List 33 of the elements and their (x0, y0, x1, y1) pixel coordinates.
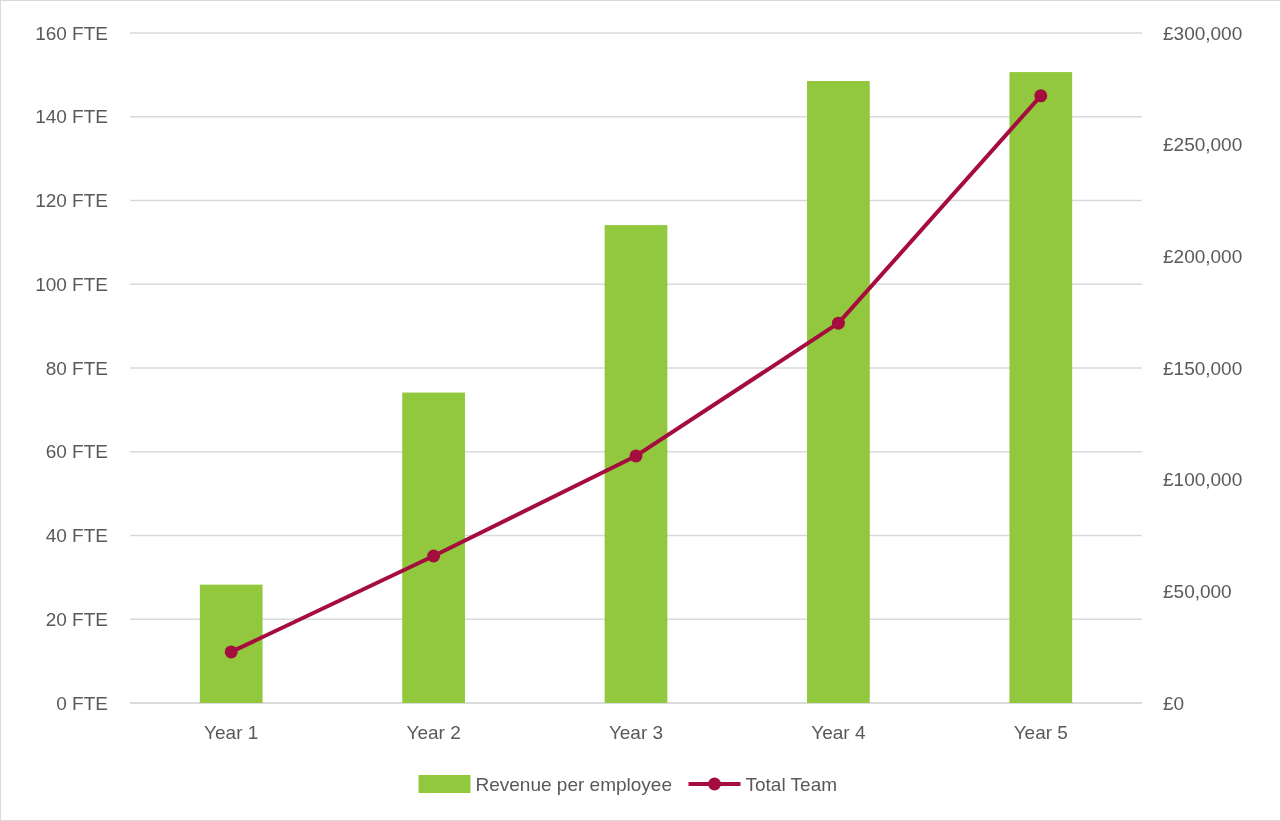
y2-tick-label: £200,000 (1163, 245, 1243, 267)
point (427, 549, 441, 563)
y-tick-label: 120 FTE (35, 190, 108, 212)
x-tick-label: Year 3 (608, 721, 664, 743)
y2-tick-label: £100,000 (1163, 469, 1243, 491)
y-tick-label: 0 FTE (56, 692, 108, 714)
y-tick-label: 160 FTE (35, 22, 108, 44)
y2-tick-label: £150,000 (1163, 357, 1243, 379)
bar (807, 81, 870, 703)
point (224, 645, 238, 659)
y2-tick-label: £250,000 (1163, 134, 1243, 156)
x-tick-label: Year 2 (406, 721, 461, 743)
y-tick-label: 60 FTE (45, 441, 108, 463)
point (831, 316, 845, 330)
legend-label: Total Team (745, 773, 838, 795)
bar (199, 584, 263, 703)
bar (1009, 72, 1073, 703)
bar (402, 392, 465, 703)
y2-tick-label: £0 (1163, 692, 1185, 714)
y-tick-label: 20 FTE (45, 608, 108, 630)
point (629, 449, 643, 463)
bar (604, 225, 668, 703)
y2-tick-label: £50,000 (1163, 580, 1232, 602)
x-tick-label: Year 4 (811, 721, 866, 743)
y-tick-label: 40 FTE (45, 525, 108, 547)
y-tick-label: 140 FTE (35, 106, 108, 128)
y-tick-label: 100 FTE (35, 273, 108, 295)
y-tick-label: 80 FTE (45, 357, 108, 379)
x-tick-label: Year 5 (1013, 721, 1068, 743)
point (1034, 89, 1048, 103)
x-tick-label: Year 1 (204, 721, 259, 743)
y2-tick-label: £300,000 (1163, 22, 1243, 44)
legend-label: Revenue per employee (475, 773, 672, 795)
